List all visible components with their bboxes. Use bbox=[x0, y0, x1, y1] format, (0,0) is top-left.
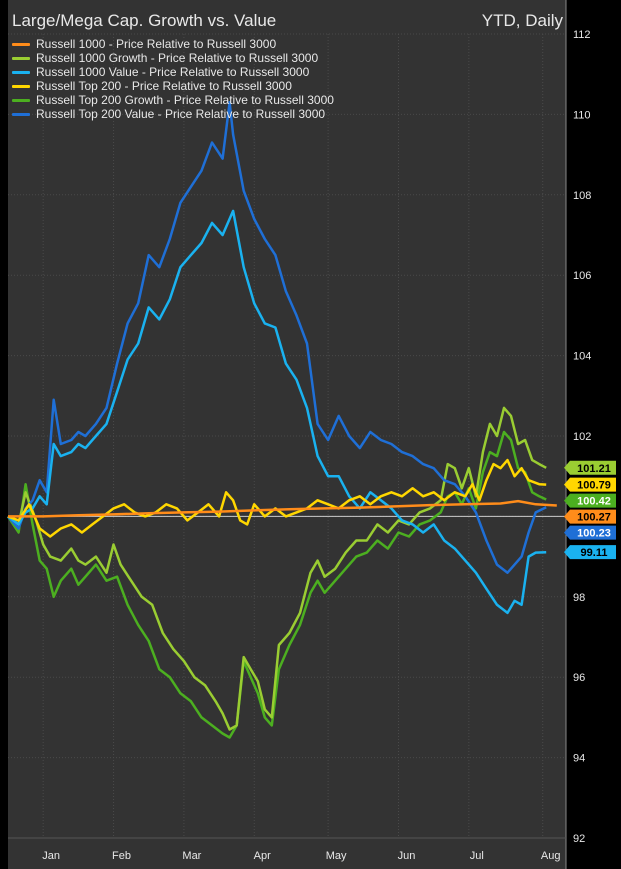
legend-item: Russell 1000 Growth - Price Relative to … bbox=[12, 51, 334, 65]
last-value-label: 100.42 bbox=[577, 496, 611, 508]
last-value-badge bbox=[564, 509, 616, 524]
x-tick-label: Jun bbox=[398, 850, 416, 862]
legend-item: Russell 1000 Value - Price Relative to R… bbox=[12, 65, 334, 79]
y-tick-label: 94 bbox=[573, 753, 585, 765]
legend-item: Russell Top 200 Value - Price Relative t… bbox=[12, 107, 334, 121]
last-value-badge bbox=[564, 460, 616, 475]
legend-item: Russell Top 200 - Price Relative to Russ… bbox=[12, 79, 334, 93]
y-tick-label: 104 bbox=[573, 351, 591, 363]
last-value-badge bbox=[564, 493, 616, 508]
chart-period: YTD, Daily bbox=[481, 11, 563, 30]
x-tick-label: May bbox=[326, 850, 347, 862]
x-tick-label: Jul bbox=[470, 850, 484, 862]
series-line bbox=[6, 430, 547, 739]
y-tick-label: 108 bbox=[573, 190, 591, 202]
legend-swatch bbox=[12, 84, 30, 88]
legend-item: Russell Top 200 Growth - Price Relative … bbox=[12, 93, 334, 107]
legend-item: Russell 1000 - Price Relative to Russell… bbox=[12, 37, 334, 51]
last-value-badge bbox=[564, 545, 616, 560]
x-tick-label: Jan bbox=[42, 850, 60, 862]
y-tick-label: 92 bbox=[573, 833, 585, 845]
legend-swatch bbox=[12, 56, 30, 60]
legend-label: Russell 1000 - Price Relative to Russell… bbox=[36, 37, 277, 51]
last-value-label: 100.23 bbox=[577, 528, 611, 540]
y-tick-label: 102 bbox=[573, 431, 591, 443]
legend-label: Russell Top 200 Growth - Price Relative … bbox=[36, 93, 334, 107]
legend-label: Russell Top 200 - Price Relative to Russ… bbox=[36, 79, 292, 93]
x-tick-label: Mar bbox=[182, 850, 201, 862]
legend-label: Russell 1000 Growth - Price Relative to … bbox=[36, 51, 319, 65]
last-value-badge bbox=[564, 525, 616, 540]
series-line bbox=[7, 209, 547, 615]
legend-label: Russell Top 200 Value - Price Relative t… bbox=[36, 107, 326, 121]
last-value-badge bbox=[564, 477, 616, 492]
y-tick-label: 110 bbox=[573, 109, 591, 121]
x-tick-label: Apr bbox=[254, 850, 271, 862]
legend-swatch bbox=[12, 112, 30, 116]
y-tick-label: 112 bbox=[573, 29, 591, 41]
series-line bbox=[8, 499, 557, 518]
legend: Russell 1000 - Price Relative to Russell… bbox=[12, 37, 334, 121]
x-tick-label: Aug bbox=[541, 850, 561, 862]
x-tick-label: Feb bbox=[112, 850, 131, 862]
series-line bbox=[7, 101, 547, 574]
last-value-label: 100.79 bbox=[577, 480, 611, 492]
chart-title: Large/Mega Cap. Growth vs. Value bbox=[12, 11, 277, 30]
legend-swatch bbox=[12, 98, 30, 102]
plot-background bbox=[8, 0, 566, 869]
last-value-label: 101.21 bbox=[577, 463, 611, 475]
legend-swatch bbox=[12, 70, 30, 74]
y-tick-label: 98 bbox=[573, 592, 585, 604]
last-value-label: 99.11 bbox=[581, 547, 608, 559]
legend-swatch bbox=[12, 42, 30, 46]
y-tick-label: 106 bbox=[573, 270, 591, 282]
legend-label: Russell 1000 Value - Price Relative to R… bbox=[36, 65, 310, 79]
last-value-label: 100.27 bbox=[577, 512, 611, 524]
y-tick-label: 96 bbox=[573, 672, 585, 684]
